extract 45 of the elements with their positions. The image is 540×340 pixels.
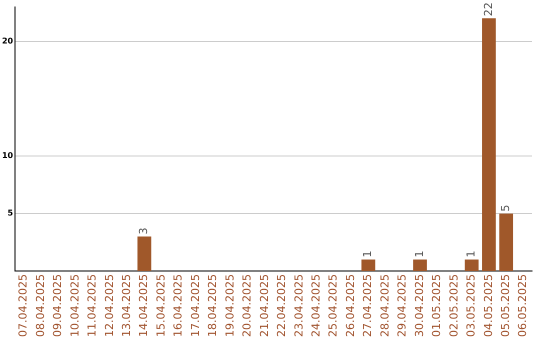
x-tick-label: 27.04.2025 (361, 274, 374, 338)
bar (413, 260, 427, 272)
bar (137, 236, 152, 272)
x-tick-label: 22.04.2025 (275, 274, 288, 338)
bar (361, 260, 376, 272)
x-tick-label: 15.04.2025 (154, 274, 168, 338)
data-label: 22 (482, 2, 495, 16)
x-tick-label: 28.04.2025 (378, 274, 392, 338)
x-tick-label: 20.04.2025 (240, 274, 254, 338)
y-tick-label: 20 (2, 36, 14, 46)
data-label: 5 (499, 204, 512, 212)
x-tick-label: 04.05.2025 (482, 274, 495, 338)
bar (499, 214, 514, 272)
x-tick-label: 08.04.2025 (34, 274, 47, 338)
x-tick-label: 05.05.2025 (499, 274, 512, 338)
x-tick-label: 12.04.2025 (102, 274, 116, 338)
x-tick-label: 03.05.2025 (464, 274, 478, 338)
x-tick-label: 30.04.2025 (412, 274, 426, 338)
data-label: 1 (361, 250, 374, 258)
x-tick-label: 11.04.2025 (86, 274, 99, 338)
x-tick-label: 09.04.2025 (51, 274, 64, 338)
x-tick-label: 06.05.2025 (516, 274, 530, 338)
x-tick-label: 07.04.2025 (16, 274, 30, 338)
data-label: 3 (137, 228, 150, 235)
x-tick-label: 01.05.2025 (430, 274, 444, 338)
x-tick-label: 16.04.2025 (172, 274, 185, 338)
x-tick-label: 25.04.2025 (326, 274, 340, 338)
x-tick-label: 17.04.2025 (188, 274, 202, 338)
x-tick-label: 19.04.2025 (223, 274, 236, 338)
x-tick-label: 23.04.2025 (292, 274, 306, 338)
bar (464, 260, 479, 272)
y-tick-label: 10 (2, 151, 14, 160)
x-tick-label: 21.04.2025 (258, 274, 271, 338)
x-tick-label: 29.04.2025 (396, 274, 409, 338)
x-tick-label: 24.04.2025 (310, 274, 322, 338)
y-tick-label: 5 (8, 208, 14, 218)
x-tick-label: 13.04.2025 (120, 274, 133, 338)
x-tick-label: 14.04.2025 (137, 274, 150, 338)
data-label: 1 (464, 250, 478, 258)
x-tick-label: 10.04.2025 (68, 274, 82, 338)
x-tick-label: 26.04.2025 (344, 274, 357, 338)
data-label: 1 (412, 250, 426, 258)
x-tick-label: 18.04.2025 (206, 274, 220, 338)
x-tick-label: 02.05.2025 (447, 274, 460, 338)
bar (482, 18, 496, 272)
